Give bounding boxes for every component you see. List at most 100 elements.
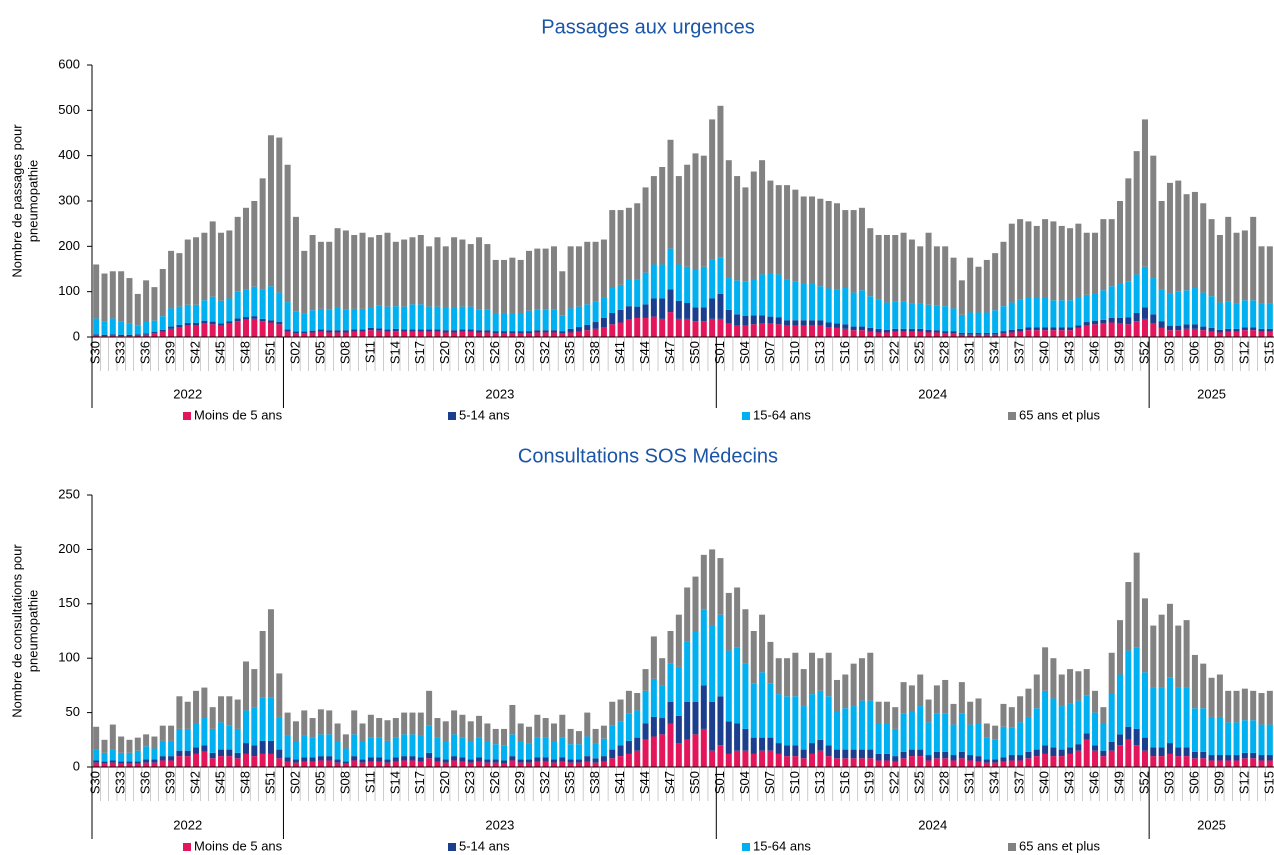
- bar-segment: [958, 751, 965, 759]
- bar-segment: [725, 721, 732, 754]
- bar-segment: [476, 237, 483, 310]
- bar-segment: [908, 711, 915, 750]
- bar-segment: [800, 749, 807, 759]
- bar-segment: [284, 329, 291, 332]
- bar-segment: [625, 740, 632, 754]
- bar-segment: [326, 332, 333, 337]
- bar-segment: [226, 725, 233, 750]
- bar-segment: [134, 761, 141, 764]
- bar-segment: [118, 763, 125, 767]
- bar-segment: [101, 763, 108, 767]
- bar-segment: [734, 280, 741, 315]
- bar-segment: [534, 248, 541, 310]
- bar-segment: [617, 745, 624, 757]
- bar-segment: [351, 756, 358, 761]
- bar-segment: [792, 745, 799, 757]
- bar-segment: [967, 755, 974, 761]
- bar-segment: [625, 207, 632, 279]
- bar-segment: [975, 332, 982, 335]
- bar-segment: [659, 298, 666, 319]
- bar-segment: [684, 739, 691, 767]
- bar-segment: [1208, 219, 1215, 297]
- bar-segment: [193, 747, 200, 754]
- bar-segment: [584, 304, 591, 325]
- bar-segment: [1092, 324, 1099, 337]
- bar-segment: [900, 331, 907, 337]
- bar-segment: [517, 312, 524, 332]
- bar-segment: [1000, 333, 1007, 337]
- bar-segment: [109, 749, 116, 761]
- bar-segment: [1166, 677, 1173, 744]
- bar-segment: [1241, 720, 1248, 753]
- bar-segment: [426, 329, 433, 332]
- bar-segment: [251, 201, 258, 287]
- bar-segment: [134, 763, 141, 767]
- bar-segment: [401, 329, 408, 332]
- year-label: 2022: [173, 817, 202, 832]
- bar-segment: [617, 699, 624, 722]
- bar-segment: [501, 763, 508, 767]
- bar-segment: [925, 332, 932, 337]
- x-tick-label: S17: [412, 341, 427, 364]
- bar-segment: [575, 731, 582, 745]
- bar-segment: [351, 734, 358, 757]
- chart-title: Consultations SOS Médecins: [518, 445, 778, 467]
- bar-segment: [151, 748, 158, 760]
- bar-segment: [784, 320, 791, 326]
- bar-segment: [1100, 319, 1107, 324]
- bar-segment: [242, 743, 249, 754]
- bar-segment: [659, 167, 666, 265]
- bar-segment: [1233, 232, 1240, 304]
- bar-segment: [442, 307, 449, 331]
- bar-segment: [1250, 327, 1257, 331]
- bar-segment: [892, 761, 899, 767]
- bar-segment: [634, 710, 641, 738]
- bar-segment: [692, 631, 699, 702]
- bar-segment: [650, 176, 657, 265]
- bar-segment: [1208, 331, 1215, 337]
- bar-segment: [609, 324, 616, 337]
- y-axis-label: pneumopathie: [25, 590, 40, 672]
- bar-segment: [767, 641, 774, 684]
- bar-segment: [542, 332, 549, 337]
- bar-segment: [659, 685, 666, 719]
- bar-segment: [900, 751, 907, 759]
- bar-segment: [1141, 672, 1148, 738]
- bar-segment: [933, 330, 940, 333]
- bar-segment: [809, 743, 816, 754]
- bar-segment: [892, 328, 899, 332]
- bar-segment: [118, 334, 125, 337]
- bar-segment: [1092, 712, 1099, 746]
- x-tick-label: S02: [287, 771, 302, 794]
- bar-segment: [1017, 299, 1024, 329]
- bar-segment: [184, 750, 191, 757]
- bar-segment: [234, 216, 241, 292]
- bar-segment: [351, 235, 358, 309]
- bar-segment: [209, 758, 216, 767]
- bar-segment: [950, 333, 957, 337]
- y-axis-label: pneumopathie: [25, 160, 40, 242]
- bar-segment: [201, 300, 208, 321]
- bar-segment: [251, 756, 258, 767]
- x-tick-label: S48: [237, 771, 252, 794]
- bar-segment: [534, 737, 541, 758]
- bar-segment: [1208, 760, 1215, 767]
- bar-segment: [775, 274, 782, 318]
- x-tick-label: S28: [937, 771, 952, 794]
- bar-segment: [975, 334, 982, 337]
- bar-segment: [201, 745, 208, 752]
- bar-segment: [717, 257, 724, 294]
- bar-segment: [908, 239, 915, 304]
- bar-segment: [1191, 654, 1198, 709]
- bar-segment: [1241, 330, 1248, 337]
- x-tick-label: S05: [312, 341, 327, 364]
- bar-segment: [600, 738, 607, 757]
- bar-segment: [559, 737, 566, 758]
- bar-segment: [767, 683, 774, 738]
- bar-segment: [242, 710, 249, 744]
- bar-segment: [159, 725, 166, 741]
- x-tick-label: S17: [412, 771, 427, 794]
- bar-segment: [309, 330, 316, 333]
- y-tick-label: 150: [58, 595, 80, 610]
- bar-segment: [1058, 674, 1065, 707]
